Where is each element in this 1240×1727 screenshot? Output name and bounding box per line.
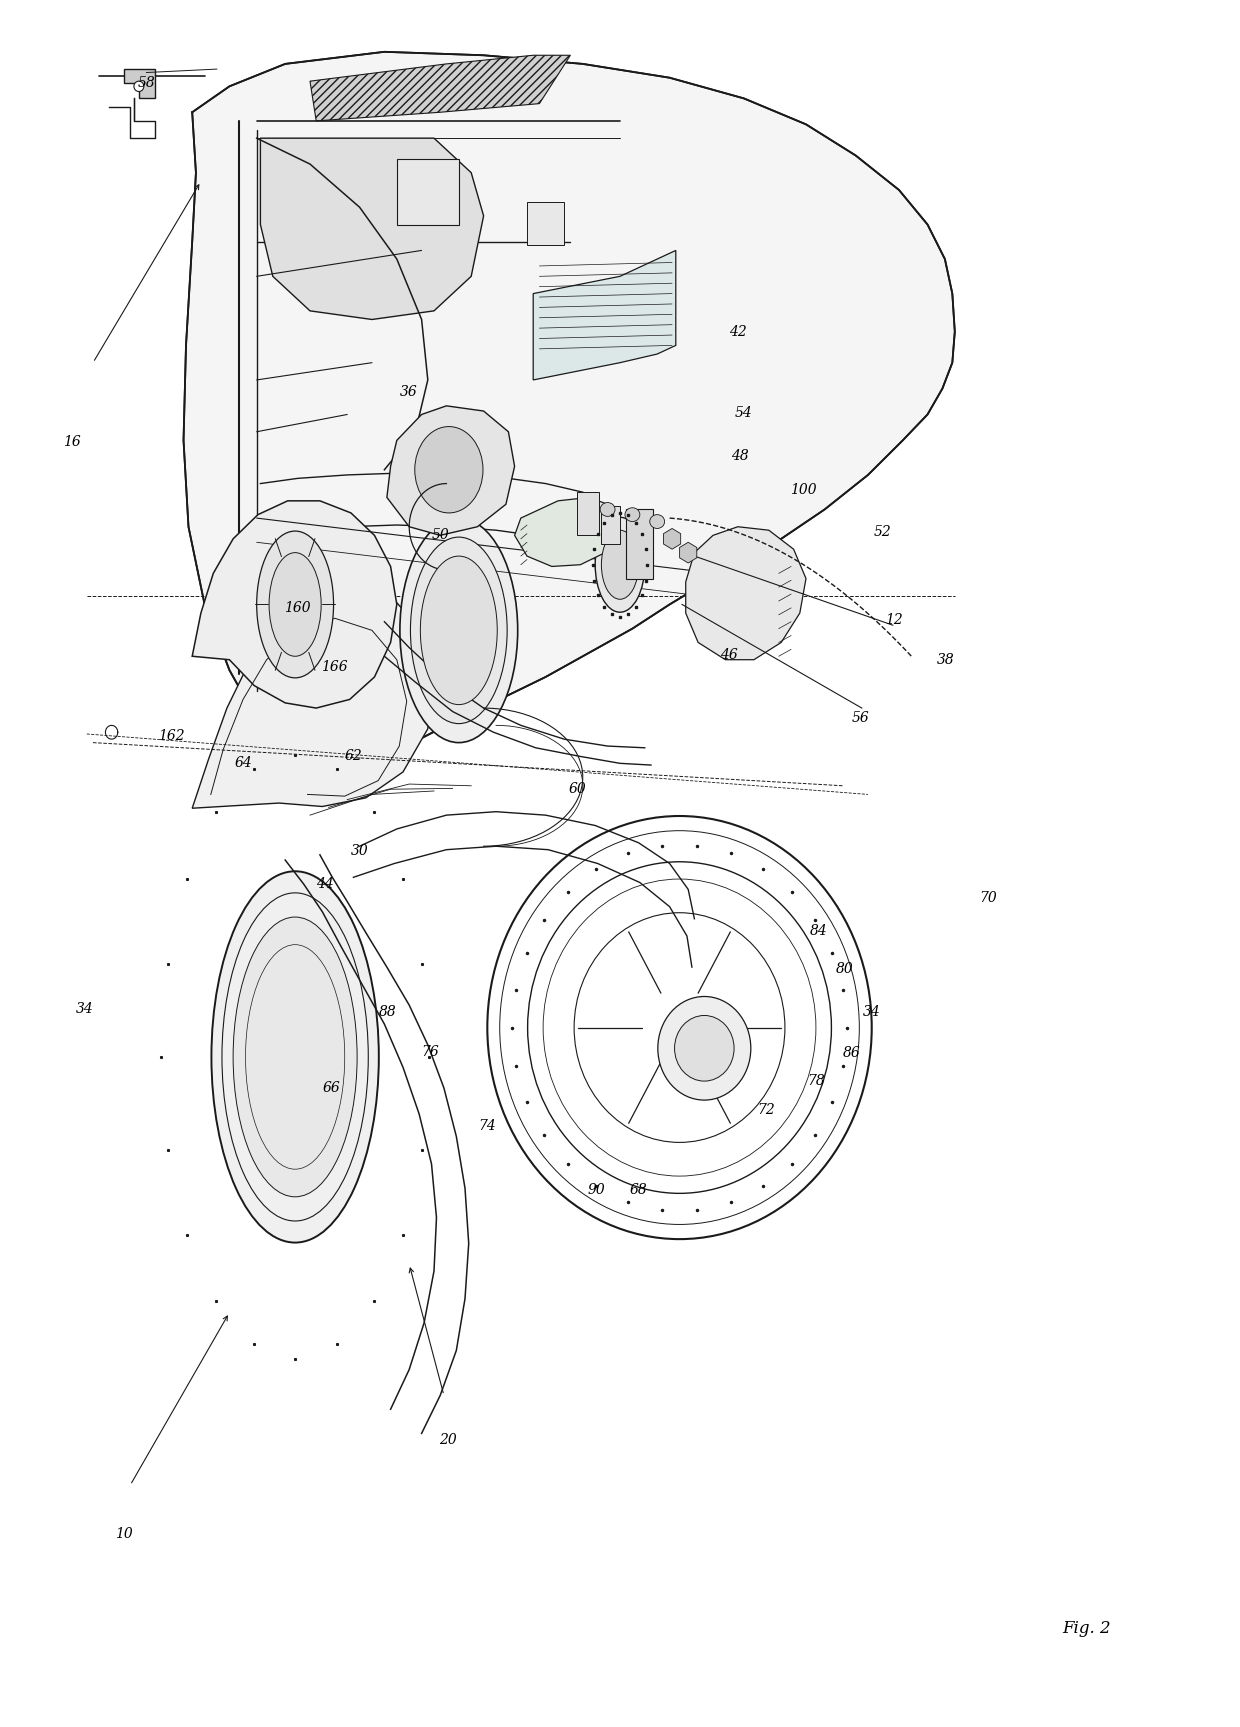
- Polygon shape: [192, 501, 397, 708]
- Text: 100: 100: [790, 484, 817, 497]
- Text: 76: 76: [422, 1045, 439, 1059]
- Text: 90: 90: [588, 1183, 605, 1197]
- Ellipse shape: [675, 1015, 734, 1081]
- Polygon shape: [184, 52, 955, 774]
- Text: 44: 44: [316, 877, 334, 891]
- Text: 38: 38: [937, 653, 955, 667]
- Text: 36: 36: [401, 385, 418, 399]
- Ellipse shape: [410, 537, 507, 724]
- Text: 30: 30: [351, 845, 368, 858]
- Ellipse shape: [269, 553, 321, 656]
- Text: 54: 54: [735, 406, 753, 420]
- Text: 70: 70: [980, 891, 997, 905]
- Polygon shape: [663, 528, 681, 549]
- Ellipse shape: [257, 532, 334, 679]
- Text: 10: 10: [115, 1527, 133, 1540]
- Polygon shape: [310, 55, 570, 121]
- Text: 34: 34: [76, 1002, 93, 1015]
- Text: 48: 48: [732, 449, 749, 463]
- Text: 60: 60: [569, 782, 587, 796]
- Text: 50: 50: [432, 528, 449, 542]
- Ellipse shape: [650, 515, 665, 528]
- Text: 46: 46: [720, 648, 738, 661]
- Bar: [397, 159, 459, 225]
- Text: 166: 166: [321, 660, 348, 674]
- Bar: [577, 492, 599, 535]
- Polygon shape: [533, 250, 676, 380]
- Ellipse shape: [134, 81, 144, 92]
- Text: 160: 160: [284, 601, 311, 615]
- Text: 34: 34: [863, 1005, 880, 1019]
- Text: 56: 56: [852, 712, 869, 725]
- Ellipse shape: [658, 996, 751, 1100]
- Text: 20: 20: [439, 1433, 456, 1447]
- Text: 86: 86: [843, 1047, 861, 1060]
- Ellipse shape: [625, 508, 640, 522]
- Text: 80: 80: [836, 962, 853, 976]
- Polygon shape: [124, 69, 155, 98]
- Text: 162: 162: [157, 729, 185, 743]
- Ellipse shape: [601, 530, 639, 599]
- Text: 42: 42: [729, 325, 746, 338]
- Text: Fig. 2: Fig. 2: [1061, 1620, 1111, 1637]
- Text: 64: 64: [234, 756, 252, 770]
- Ellipse shape: [399, 518, 518, 743]
- Text: 84: 84: [810, 924, 827, 938]
- Text: 16: 16: [63, 435, 81, 449]
- Polygon shape: [515, 497, 614, 566]
- Text: 52: 52: [874, 525, 892, 539]
- Ellipse shape: [211, 870, 379, 1243]
- Text: 68: 68: [630, 1183, 647, 1197]
- Text: 88: 88: [379, 1005, 397, 1019]
- Ellipse shape: [414, 427, 484, 513]
- Text: 66: 66: [322, 1081, 340, 1095]
- Text: 12: 12: [885, 613, 903, 627]
- Polygon shape: [686, 527, 806, 660]
- Polygon shape: [260, 138, 484, 319]
- Text: 58: 58: [138, 76, 155, 90]
- Bar: [601, 506, 620, 544]
- Polygon shape: [192, 582, 434, 808]
- Bar: [527, 202, 564, 245]
- Ellipse shape: [595, 516, 645, 611]
- Ellipse shape: [600, 503, 615, 516]
- Polygon shape: [680, 542, 697, 563]
- Bar: [626, 509, 653, 579]
- Text: 78: 78: [807, 1074, 825, 1088]
- Polygon shape: [387, 406, 515, 535]
- Ellipse shape: [233, 917, 357, 1197]
- Text: 72: 72: [758, 1104, 775, 1117]
- Text: 62: 62: [345, 750, 362, 763]
- Text: 74: 74: [479, 1119, 496, 1133]
- Ellipse shape: [420, 556, 497, 705]
